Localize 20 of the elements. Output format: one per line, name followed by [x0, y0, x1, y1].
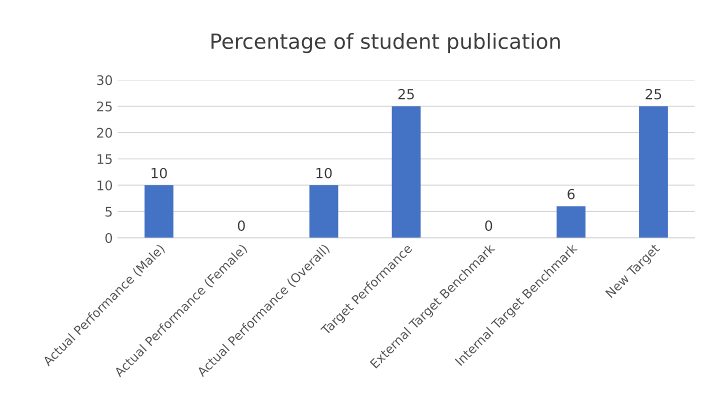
bar: [144, 185, 174, 238]
y-tick-label: 25: [97, 101, 112, 112]
data-label: 0: [485, 220, 492, 231]
data-label: 25: [398, 88, 414, 100]
y-tick-label: 10: [98, 180, 112, 190]
data-label: 6: [568, 188, 575, 200]
y-tick-label: 30: [97, 75, 112, 86]
data-label: 10: [152, 168, 167, 178]
y-tick-label: 0: [105, 233, 112, 243]
chart-title: Percentage of student publication: [212, 32, 560, 54]
data-label: 10: [316, 168, 332, 178]
bar: [639, 106, 668, 238]
y-tick-label: 5: [106, 206, 112, 217]
bar: [309, 185, 338, 238]
bar: [392, 106, 421, 238]
data-label: 0: [238, 220, 245, 231]
y-tick-label: 20: [97, 128, 112, 138]
y-tick-label: 15: [98, 154, 112, 164]
bar: [556, 206, 586, 238]
data-label: 25: [646, 88, 662, 100]
